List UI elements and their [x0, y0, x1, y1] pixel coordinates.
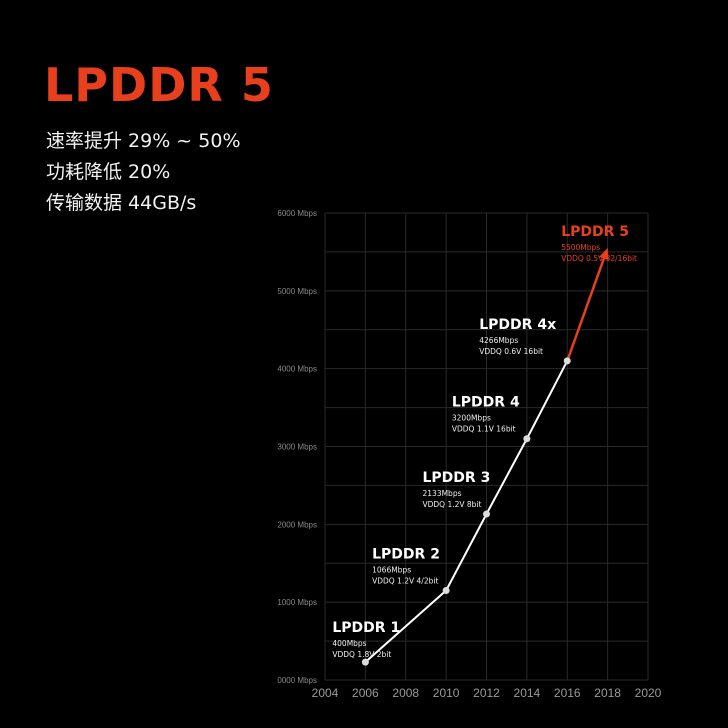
projection-spec: VDDQ 0.5V 32/16bit	[561, 254, 637, 263]
point-speed: 1066Mbps	[372, 565, 411, 574]
x-tick-label: 2020	[635, 686, 662, 700]
y-tick-label: 2000 Mbps	[277, 520, 317, 529]
y-tick-label: 0000 Mbps	[277, 676, 317, 685]
point-spec: VDDQ 1.2V 4/2bit	[372, 576, 438, 585]
projection-label: LPDDR 5	[561, 224, 629, 240]
point-speed: 2133Mbps	[423, 489, 462, 498]
point-speed: 3200Mbps	[452, 414, 491, 423]
projection-arrow-head	[599, 248, 609, 261]
page-title: LPDDR 5	[44, 58, 274, 112]
y-tick-label: 6000 Mbps	[277, 209, 317, 218]
point-label: LPDDR 1	[332, 620, 400, 636]
data-point	[442, 586, 450, 594]
data-point	[483, 510, 490, 518]
y-tick-label: 3000 Mbps	[277, 443, 317, 452]
feature-line: 功耗降低 20%	[46, 161, 171, 183]
projection-arrow-line	[566, 253, 607, 362]
data-point	[563, 357, 571, 365]
point-spec: VDDQ 1.8V 2bit	[332, 650, 391, 659]
point-label: LPDDR 2	[372, 546, 440, 562]
x-tick-label: 2008	[392, 686, 419, 700]
point-label: LPDDR 4	[452, 395, 520, 411]
x-tick-label: 2016	[554, 686, 581, 700]
x-tick-label: 2006	[352, 686, 379, 700]
headline-features: 速率提升 29% ~ 50% 功耗降低 20% 传输数据 44GB/s	[46, 126, 241, 219]
data-point	[361, 658, 369, 666]
y-tick-label: 4000 Mbps	[277, 365, 317, 374]
y-tick-label: 1000 Mbps	[277, 598, 317, 607]
point-spec: VDDQ 1.1V 16bit	[452, 425, 516, 434]
x-tick-label: 2010	[433, 686, 460, 700]
y-tick-label: 5000 Mbps	[277, 287, 317, 296]
x-tick-label: 2012	[473, 686, 500, 700]
x-tick-label: 2018	[594, 686, 621, 700]
x-tick-label: 2014	[514, 686, 541, 700]
point-spec: VDDQ 1.2V 8bit	[423, 500, 482, 509]
point-label: LPDDR 4x	[479, 317, 556, 333]
feature-line: 速率提升 29% ~ 50%	[46, 130, 241, 152]
projection-speed: 5500Mbps	[561, 243, 600, 252]
point-speed: 400Mbps	[332, 639, 366, 648]
point-spec: VDDQ 0.6V 16bit	[479, 347, 543, 356]
feature-line: 传输数据 44GB/s	[46, 192, 197, 214]
data-point	[523, 435, 531, 443]
point-label: LPDDR 3	[423, 470, 491, 486]
x-tick-label: 2004	[312, 686, 339, 700]
point-speed: 4266Mbps	[479, 336, 518, 345]
